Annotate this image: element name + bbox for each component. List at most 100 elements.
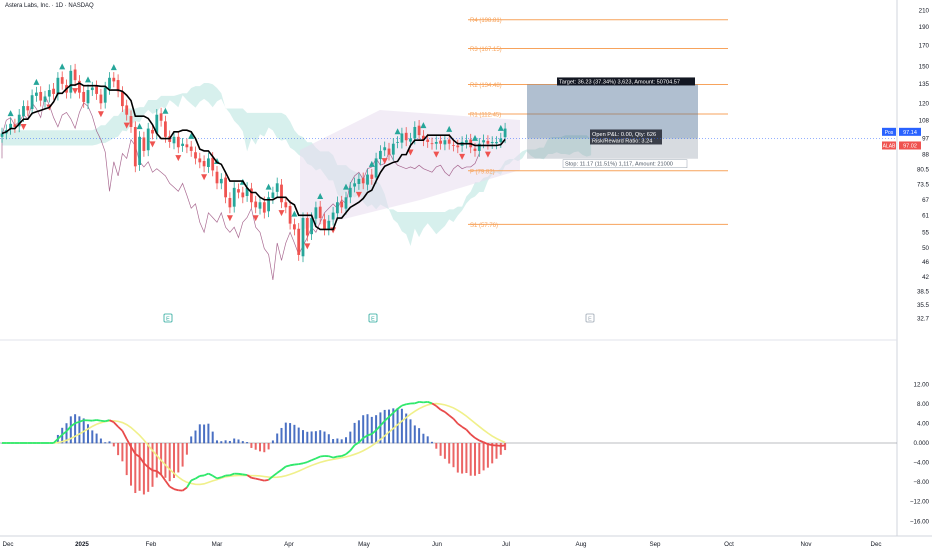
candle-body [151,130,154,134]
earnings-label-2: E [588,317,592,323]
candle-body [91,88,94,91]
candle-body [190,147,193,151]
macd-histogram-bar [500,443,502,455]
price-tick-17: 38.5 [917,288,930,295]
macd-histogram-bar [126,443,128,475]
macd-histogram-bar [87,424,89,443]
price-value-0: 97.14 [903,130,917,136]
macd-histogram-bar [401,409,403,444]
macd-histogram-bar [199,424,201,443]
macd-line-segment [251,478,255,479]
macd-histogram-bar [328,434,330,443]
candle-body [413,127,416,139]
macd-tick-0: 12.00 [914,381,930,388]
macd-histogram-bar [324,432,326,444]
price-tick-5: 120 [919,100,930,107]
candle-body [44,97,47,102]
macd-histogram-bar [487,443,489,468]
macd-histogram-bar [345,437,347,443]
macd-tick-6: −12.00 [910,499,930,506]
pivot-label-4: P (79.82) [470,169,495,175]
price-tick-12: 61 [922,212,929,219]
candle-body [263,202,266,212]
candle-body [259,202,262,208]
macd-line-segment [256,479,260,480]
candle-body [358,179,361,184]
macd-histogram-bar [276,434,278,444]
candle-body [392,144,395,155]
macd-tick-5: −8.00 [913,479,929,486]
macd-histogram-bar [203,425,205,444]
price-tag-0: Pos [885,130,894,136]
candle-body [465,140,468,142]
macd-histogram-bar [315,431,317,443]
candle-body [495,142,498,143]
candle-body [396,142,399,143]
candle-body [366,175,369,185]
candle-body [186,144,189,147]
macd-line-segment [299,463,303,464]
candle-body [39,92,42,101]
candle-body [254,202,257,208]
candle-body [452,145,455,146]
candle-body [207,158,210,167]
price-tag-1: ALAB [883,143,896,149]
price-tick-19: 32.7 [917,315,930,322]
macd-line-segment [260,480,264,481]
stop-label: Stop: 11.17 (11.51%) 1,117, Amount: 2100… [565,162,673,168]
candle-body [418,126,421,135]
candle-body [87,90,90,103]
time-tick-0: Dec [2,541,13,548]
candle-body [362,178,365,183]
candle-body [26,106,29,110]
candle-body [229,198,232,207]
macd-line-segment [239,474,243,475]
candle-body [319,207,322,218]
macd-histogram-bar [238,439,240,443]
macd-histogram-bar [74,414,76,443]
candle-body [108,78,111,89]
macd-line-segment [333,456,337,457]
macd-histogram-bar [289,423,291,443]
target-label: Target: 36.23 (37.34%) 3,623, Amount: 50… [559,79,680,85]
macd-line-segment [320,456,324,457]
macd-histogram-bar [474,443,476,476]
candle-body [293,224,296,229]
candle-body [112,78,115,82]
macd-line-segment [105,420,109,421]
macd-line-segment [419,402,423,403]
macd-histogram-bar [418,428,420,443]
time-tick-3: Mar [212,541,223,548]
candle-body [340,202,343,208]
macd-histogram-bar [220,441,222,443]
candle-body [499,139,502,142]
candle-body [164,121,167,136]
chart-title: Astera Labs, Inc. · 1D · NASDAQ [5,3,94,9]
price-tick-13: 55 [922,229,929,236]
candle-body [349,188,352,197]
macd-histogram-bar [263,443,265,452]
macd-histogram-bar [242,441,244,443]
macd-histogram-bar [444,443,446,459]
candle-body [143,137,146,150]
macd-histogram-bar [104,442,106,443]
time-tick-1: 2025 [75,541,89,548]
macd-histogram-bar [440,443,442,456]
price-tick-1: 190 [919,24,930,31]
pnl-label: Open P&L: 0.00, Qty: 626 [592,132,656,138]
macd-tick-7: −16.00 [910,518,930,525]
candle-body [237,189,240,192]
candle-body [302,218,305,256]
candle-body [31,95,34,109]
macd-histogram-bar [302,430,304,443]
candle-body [435,142,438,144]
candle-body [147,129,150,151]
macd-histogram-bar [250,443,252,448]
candle-body [323,219,326,229]
macd-histogram-bar [272,440,274,443]
macd-histogram-bar [341,439,343,443]
time-tick-2: Feb [146,541,157,548]
macd-histogram-bar [109,441,111,443]
